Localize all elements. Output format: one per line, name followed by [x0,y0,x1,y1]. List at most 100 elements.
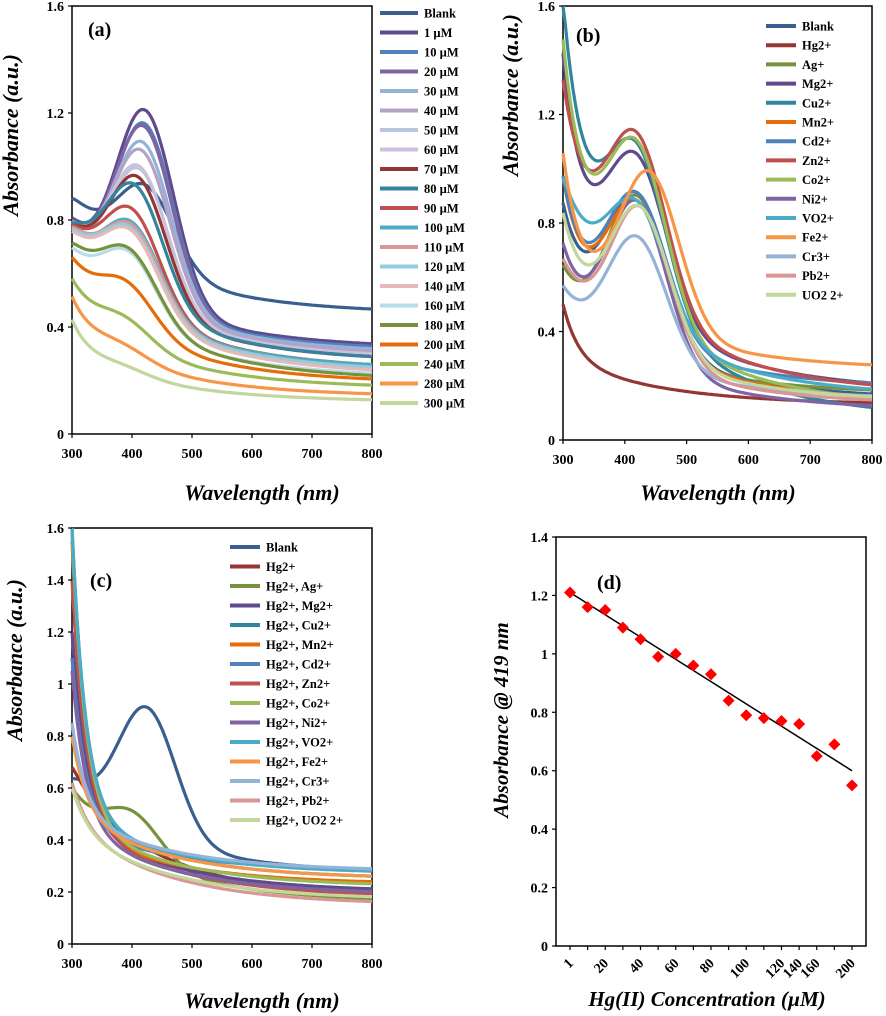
legend-entry: Hg2+ [802,39,831,53]
legend-entry: Hg2+, Cr3+ [266,775,330,789]
x-axis-label-c: Wavelength (nm) [184,988,339,1013]
y-tick-label: 1 [57,678,64,693]
x-axis-label-d: Hg(II) Concentration (µM) [587,987,825,1011]
y-tick-label: 0 [57,938,64,953]
y-axis-label-d: Absorbance @ 419 nm [489,622,513,819]
series-group-b [561,5,873,410]
data-point [757,712,770,725]
x-tick-label: 300 [553,453,574,468]
points-group-d [564,586,858,792]
legend-entry: Blank [266,541,298,555]
legend-a: Blank 1 µM 10 µM 20 µM 30 µM 40 µM 50 µM 60 µM 7… [380,7,465,411]
series-line-a-0 [71,181,373,311]
x-tick-label: 400 [122,957,143,972]
y-tick-label: 1.6 [47,0,65,15]
series-line-b-13 [561,203,873,402]
x-tick-label: 160 [798,956,823,981]
data-point [687,659,700,672]
x-ticks-b: 300 400 500 600 700 800 [553,440,883,468]
legend-entry: 300 µM [424,397,465,411]
x-tick-label: 20 [592,956,613,977]
y-tick-label: 1.2 [47,107,65,122]
x-tick-label: 600 [242,447,263,462]
legend-entry: Hg2+, VO2+ [266,736,333,750]
series-line-a-1 [71,107,373,346]
x-tick-label: 500 [676,453,697,468]
legend-entry: Mn2+ [802,116,834,130]
legend-entry: Blank [424,7,456,21]
legend-entry: 60 µM [424,143,459,157]
legend-entry: Hg2+, Mn2+ [266,638,334,652]
data-point [669,647,682,660]
y-tick-label: 0.8 [47,730,65,745]
series-line-b-11 [561,152,873,367]
legend-entry: 240 µM [424,358,465,372]
y-ticks-b: 0 0.4 0.8 1.2 1.6 [538,0,563,449]
series-line-a-13 [71,222,373,369]
legend-entry: Cu2+ [802,96,831,110]
series-line-a-14 [71,225,373,372]
y-axis-label-a: Absorbance (a.u.) [0,54,23,218]
x-tick-label: 40 [627,956,648,977]
series-group-a [70,107,373,402]
y-ticks-a: 0 0.4 0.8 1.2 1.6 [47,0,72,443]
y-axis-label-c: Absorbance (a.u.) [2,579,27,743]
x-tick-label: 500 [182,447,203,462]
x-tick-label: 800 [362,447,383,462]
legend-entry: Pb2+ [802,269,830,283]
legend-entry: Zn2+ [802,154,831,168]
data-point [740,709,753,722]
y-tick-label: 0.6 [47,782,65,797]
legend-entry: Hg2+, Ni2+ [266,716,327,730]
legend-entry: 200 µM [424,338,465,352]
legend-entry: 180 µM [424,319,465,333]
y-tick-label: 1.4 [47,574,65,589]
panel-label-b: (b) [576,25,600,47]
y-tick-label: 1.6 [538,0,556,15]
legend-entry: 1 µM [424,26,453,40]
legend-c: Blank Hg2+ Hg2+, Ag+ Hg2+, Mg2+ Hg2+, Cu2+ Hg… [230,541,343,828]
data-point [705,668,717,681]
data-point [599,604,612,617]
legend-entry: Ni2+ [802,192,828,206]
legend-entry: Hg2+, Co2+ [266,697,330,711]
trendline-group-d [569,591,853,772]
series-line-c-12 [70,722,373,871]
x-tick-label: 1 [561,956,577,972]
x-tick-label: 600 [738,453,759,468]
legend-entry: VO2+ [802,212,834,226]
legend-entry: 80 µM [424,182,459,196]
series-line-a-16 [71,241,373,377]
y-tick-label: 1.2 [531,589,549,604]
plot-frame-d [555,536,867,947]
x-tick-label: 100 [728,956,753,981]
legend-entry: Hg2+, Zn2+ [266,677,330,691]
x-tick-label: 80 [697,956,718,977]
y-axis-label-b: Absorbance (a.u.) [498,14,523,178]
x-tick-label: 60 [662,956,683,977]
legend-entry: Hg2+, Cd2+ [266,658,331,672]
series-line-c-10 [70,527,373,873]
data-point [564,586,576,599]
legend-entry: Hg2+, Mg2+ [266,599,333,613]
panel-c: 0 0.2 0.4 0.6 0.8 1 1.2 1.4 1.6 300 400 500 600 700 8… [2,522,383,1013]
series-line-a-20 [70,318,373,402]
x-tick-label: 300 [62,957,83,972]
legend-entry: 40 µM [424,104,459,118]
data-point [634,633,647,646]
y-tick-label: 0.4 [531,823,549,838]
legend-entry: Blank [802,20,834,34]
x-tick-label: 600 [242,957,263,972]
series-line-a-17 [70,256,373,381]
x-tick-label: 700 [302,447,323,462]
y-tick-label: 1.2 [538,109,556,124]
data-point [775,715,788,728]
data-point [846,779,858,792]
x-tick-label: 200 [833,956,858,981]
series-line-a-19 [70,295,372,396]
y-tick-label: 0.4 [538,326,556,341]
series-line-a-18 [70,277,373,387]
data-point [828,738,841,751]
